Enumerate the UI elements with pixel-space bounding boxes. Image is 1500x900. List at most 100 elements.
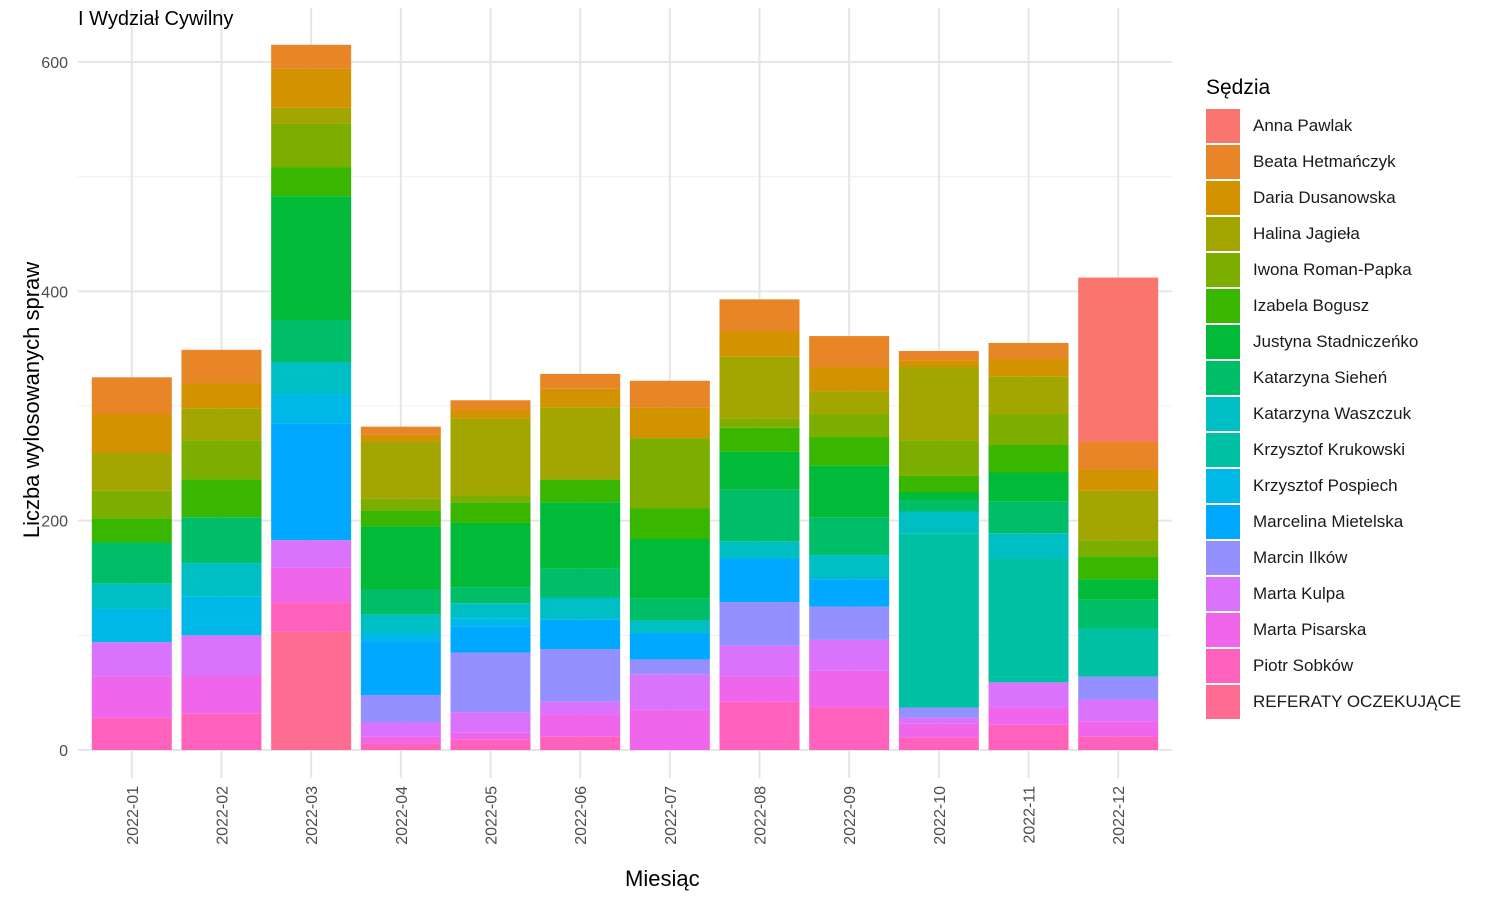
- legend-swatch: [1206, 145, 1240, 179]
- legend-item: Katarzyna Sieheń: [1206, 360, 1461, 396]
- bar-segment: [988, 501, 1069, 534]
- bar-segment: [450, 626, 531, 653]
- legend-label: Krzysztof Krukowski: [1253, 440, 1406, 459]
- bar-segment: [91, 377, 172, 415]
- bar-segment: [91, 518, 172, 543]
- bar-segment: [540, 619, 621, 650]
- legend-item: Daria Dusanowska: [1206, 180, 1461, 216]
- bar-segment: [629, 620, 710, 634]
- bar-segment: [181, 635, 262, 676]
- legend-label: Katarzyna Sieheń: [1253, 368, 1388, 387]
- legend-item: REFERATY OCZEKUJĄCE: [1206, 684, 1461, 720]
- bar-segment: [540, 714, 621, 737]
- bar-segment: [271, 44, 352, 69]
- bar-segment: [360, 694, 441, 723]
- bar-segment: [271, 540, 352, 568]
- bar-segment: [360, 426, 441, 435]
- bar-segment: [809, 436, 890, 466]
- legend-swatch: [1206, 541, 1240, 575]
- x-tick-label: 2022-09: [842, 786, 859, 845]
- bar-segment: [1078, 469, 1159, 491]
- bar-segment: [91, 542, 172, 584]
- bar-segment: [1078, 579, 1159, 600]
- bar-segment: [719, 558, 800, 603]
- bar-segment: [271, 567, 352, 603]
- bar-segment: [181, 408, 262, 441]
- bar-segment: [898, 717, 979, 724]
- bar-segment: [988, 533, 1069, 559]
- bar-segment: [629, 709, 710, 750]
- legend-label: Piotr Sobków: [1253, 656, 1354, 675]
- bar-segment: [1078, 699, 1159, 722]
- bar-segment: [988, 558, 1069, 683]
- bar-segment: [360, 441, 441, 499]
- bar-segment: [898, 350, 979, 361]
- bar-segment: [91, 608, 172, 643]
- y-ticks: 0 200 400 600: [41, 55, 68, 760]
- bar-segment: [91, 717, 172, 750]
- bar-segment: [271, 362, 352, 395]
- bar-segment: [450, 409, 531, 419]
- bar-segment: [988, 414, 1069, 445]
- x-tick-label: 2022-12: [1111, 786, 1128, 845]
- bar-segment: [271, 320, 352, 363]
- legend-swatch: [1206, 397, 1240, 431]
- bar-segment: [450, 502, 531, 523]
- bar-segment: [271, 602, 352, 632]
- bar-segment: [91, 414, 172, 454]
- bar-segment: [450, 712, 531, 733]
- bar-segment: [719, 541, 800, 559]
- bar-segment: [360, 633, 441, 642]
- bar-segment: [719, 356, 800, 419]
- legend-label: Daria Dusanowska: [1253, 188, 1396, 207]
- bar-segment: [719, 427, 800, 452]
- bar-segment: [450, 587, 531, 604]
- bar-segment: [450, 618, 531, 627]
- bar-segment: [629, 508, 710, 540]
- y-tick-label: 400: [41, 284, 68, 301]
- legend-item: Piotr Sobków: [1206, 648, 1461, 684]
- bar-segment: [629, 407, 710, 439]
- bar-segment: [450, 400, 531, 410]
- legend-swatch: [1206, 433, 1240, 467]
- x-tick-label: 2022-03: [304, 786, 321, 845]
- bar-segment: [271, 423, 352, 541]
- bar-segment: [1078, 721, 1159, 737]
- bar-segment: [988, 376, 1069, 415]
- bar-segment: [271, 631, 352, 750]
- chart-title: I Wydział Cywilny: [78, 8, 234, 30]
- legend-swatch: [1206, 217, 1240, 251]
- bar-segment: [629, 633, 710, 660]
- bar-segment: [91, 642, 172, 677]
- bar-segment: [540, 568, 621, 598]
- bar-segment: [271, 68, 352, 108]
- y-axis-label: Liczba wylosowanych spraw: [19, 261, 44, 539]
- bar-segment: [360, 498, 441, 511]
- bar-segment: [809, 367, 890, 392]
- bar-segment: [181, 479, 262, 518]
- legend-label: Izabela Bogusz: [1253, 296, 1370, 315]
- x-tick-label: 2022-07: [663, 786, 680, 845]
- bar-segment: [719, 676, 800, 702]
- bar-segment: [809, 639, 890, 671]
- bar-segment: [181, 675, 262, 714]
- bar-segment: [540, 373, 621, 389]
- bars: [91, 44, 1159, 750]
- bar-segment: [719, 331, 800, 357]
- bar-segment: [181, 349, 262, 384]
- bar-segment: [809, 517, 890, 556]
- legend-swatch: [1206, 325, 1240, 359]
- bar-segment: [360, 434, 441, 442]
- bar-segment: [181, 383, 262, 409]
- bar-segment: [719, 645, 800, 677]
- bar-segment: [181, 563, 262, 597]
- legend-label: Marcelina Mietelska: [1253, 512, 1404, 531]
- bar-segment: [1078, 490, 1159, 541]
- y-tick-label: 600: [41, 55, 68, 72]
- bar-segment: [988, 342, 1069, 359]
- legend-label: Marcin Ilków: [1253, 548, 1348, 567]
- bar-segment: [988, 358, 1069, 377]
- legend-item: Halina Jagieła: [1206, 216, 1461, 252]
- bar-segment: [1078, 540, 1159, 557]
- bar-segment: [450, 652, 531, 713]
